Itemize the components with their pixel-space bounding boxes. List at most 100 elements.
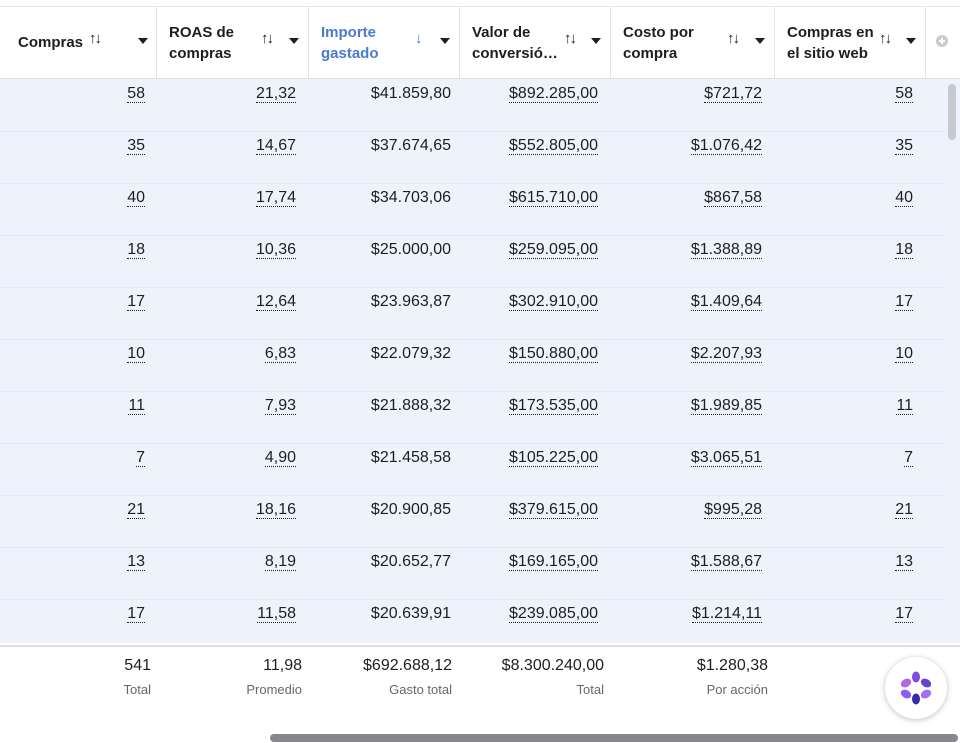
chevron-down-icon[interactable] (755, 38, 765, 44)
sort-both-icon[interactable]: ↑↓ (727, 30, 740, 47)
table-row[interactable]: 18 10,36 $25.000,00 $259.095,00 $1.388,89 18 (0, 235, 946, 288)
table-cell[interactable]: $169.165,00 (458, 547, 598, 599)
table-row[interactable]: 17 12,64 $23.963,87 $302.910,00 $1.409,64 17 (0, 287, 946, 340)
chevron-down-icon[interactable] (289, 38, 299, 44)
table-cell[interactable]: 14,67 (176, 131, 296, 183)
table-cell[interactable]: $105.225,00 (458, 443, 598, 495)
table-cell[interactable]: $1.409,64 (622, 287, 762, 339)
table-cell[interactable]: $2.207,93 (622, 339, 762, 391)
table-row[interactable]: 10 6,83 $22.079,32 $150.880,00 $2.207,93 10 (0, 339, 946, 392)
table-cell[interactable]: 17 (25, 287, 145, 339)
table-cell[interactable]: $3.065,51 (622, 443, 762, 495)
sort-both-icon[interactable]: ↑↓ (879, 30, 892, 47)
ai-assistant-button[interactable] (885, 657, 947, 719)
table-cell[interactable]: 17,74 (176, 183, 296, 235)
table-cell[interactable]: $721,72 (622, 79, 762, 131)
table-cell[interactable]: 12,64 (176, 287, 296, 339)
table-cell[interactable]: $150.880,00 (458, 339, 598, 391)
column-header-valor-conversion[interactable]: Valor de conversió… ↑↓ (460, 7, 611, 78)
table-row[interactable]: 35 14,67 $37.674,65 $552.805,00 $1.076,42 35 (0, 131, 946, 184)
column-header-roas[interactable]: ROAS de compras ↑↓ (157, 7, 309, 78)
table-row[interactable]: 17 11,58 $20.639,91 $239.085,00 $1.214,11 17 (0, 599, 946, 643)
table-cell[interactable]: 8,19 (176, 547, 296, 599)
table-cell[interactable]: $1.214,11 (622, 599, 762, 643)
table-row[interactable]: 21 18,16 $20.900,85 $379.615,00 $995,28 21 (0, 495, 946, 548)
table-cell[interactable]: 40 (25, 183, 145, 235)
table-cell[interactable]: 18,16 (176, 495, 296, 547)
table-cell[interactable]: 35 (793, 131, 913, 183)
table-cell[interactable]: 6,83 (176, 339, 296, 391)
table-cell[interactable]: 17 (793, 599, 913, 643)
table-cell[interactable]: $1.388,89 (622, 235, 762, 287)
table-row[interactable]: 13 8,19 $20.652,77 $169.165,00 $1.588,67 13 (0, 547, 946, 600)
table-cell[interactable]: $552.805,00 (458, 131, 598, 183)
table-cell[interactable]: 17 (25, 599, 145, 643)
cell-value: $892.285,00 (509, 85, 598, 103)
table-cell[interactable]: 18 (25, 235, 145, 287)
table-cell[interactable]: 7 (25, 443, 145, 495)
column-header-importe-gastado[interactable]: Importe gastado ↓ (309, 7, 460, 78)
cell-value: 17 (895, 605, 913, 623)
table-cell[interactable]: $615.710,00 (458, 183, 598, 235)
table-cell[interactable]: 21,32 (176, 79, 296, 131)
table-row[interactable]: 7 4,90 $21.458,58 $105.225,00 $3.065,51 7 (0, 443, 946, 496)
table-cell[interactable]: 13 (25, 547, 145, 599)
sort-both-icon[interactable]: ↑↓ (89, 30, 102, 47)
cell-value: 13 (127, 553, 145, 571)
cell-value: $173.535,00 (509, 397, 598, 415)
table-cell[interactable]: 11 (25, 391, 145, 443)
table-row[interactable]: 58 21,32 $41.859,80 $892.285,00 $721,72 58 (0, 79, 946, 132)
table-cell[interactable]: $1.076,42 (622, 131, 762, 183)
table-cell[interactable]: 7,93 (176, 391, 296, 443)
table-cell[interactable]: 18 (793, 235, 913, 287)
chevron-down-icon[interactable] (906, 38, 916, 44)
table-cell[interactable]: 10 (25, 339, 145, 391)
table-cell[interactable]: $995,28 (622, 495, 762, 547)
table-cell[interactable]: 11 (793, 391, 913, 443)
table-cell[interactable]: $302.910,00 (458, 287, 598, 339)
column-header-label: Valor de conversió… (472, 22, 558, 64)
header-line-1: ROAS de (169, 24, 235, 41)
table-cell[interactable]: 21 (25, 495, 145, 547)
chevron-down-icon[interactable] (440, 38, 450, 44)
table-cell[interactable]: 11,58 (176, 599, 296, 643)
table-cell[interactable]: $379.615,00 (458, 495, 598, 547)
chevron-down-icon[interactable] (591, 38, 601, 44)
table-cell[interactable]: 13 (793, 547, 913, 599)
sort-both-icon[interactable]: ↑↓ (564, 30, 577, 47)
add-column-icon[interactable] (936, 35, 948, 47)
table-cell[interactable]: $259.095,00 (458, 235, 598, 287)
table-row[interactable]: 11 7,93 $21.888,32 $173.535,00 $1.989,85 11 (0, 391, 946, 444)
table-row[interactable]: 40 17,74 $34.703,06 $615.710,00 $867,58 40 (0, 183, 946, 236)
table-cell[interactable]: 10 (793, 339, 913, 391)
table-cell[interactable]: $1.989,85 (622, 391, 762, 443)
table-cell[interactable]: $239.085,00 (458, 599, 598, 643)
table-cell[interactable]: $173.535,00 (458, 391, 598, 443)
horizontal-scrollbar[interactable] (270, 734, 958, 742)
table-cell[interactable]: 7 (793, 443, 913, 495)
cell-value: 4,90 (264, 449, 296, 467)
cell-value: $721,72 (704, 85, 762, 103)
chevron-down-icon[interactable] (138, 38, 148, 44)
table-cell[interactable]: 35 (25, 131, 145, 183)
table-cell[interactable]: 58 (793, 79, 913, 131)
table-cell[interactable]: $1.588,67 (622, 547, 762, 599)
sort-both-icon[interactable]: ↑↓ (261, 30, 274, 47)
sort-down-icon[interactable]: ↓ (415, 30, 423, 47)
column-header-costo-por-compra[interactable]: Costo por compra ↑↓ (611, 7, 775, 78)
table-cell[interactable]: 4,90 (176, 443, 296, 495)
column-header-compras[interactable]: Compras ↑↓ (0, 7, 157, 78)
table-cell: $25.000,00 (311, 235, 451, 287)
table-cell[interactable]: 58 (25, 79, 145, 131)
table-cell[interactable]: 21 (793, 495, 913, 547)
cell-value: 7,93 (264, 397, 296, 415)
column-header-compras-sitio-web[interactable]: Compras en el sitio web ↑↓ (775, 7, 926, 78)
table-cell[interactable]: $867,58 (622, 183, 762, 235)
table-cell[interactable]: 40 (793, 183, 913, 235)
table-cell[interactable]: 10,36 (176, 235, 296, 287)
cell-value: 6,83 (264, 345, 296, 363)
cell-value: 11 (128, 397, 145, 415)
table-cell[interactable]: 17 (793, 287, 913, 339)
vertical-scrollbar[interactable] (948, 84, 956, 140)
table-cell[interactable]: $892.285,00 (458, 79, 598, 131)
